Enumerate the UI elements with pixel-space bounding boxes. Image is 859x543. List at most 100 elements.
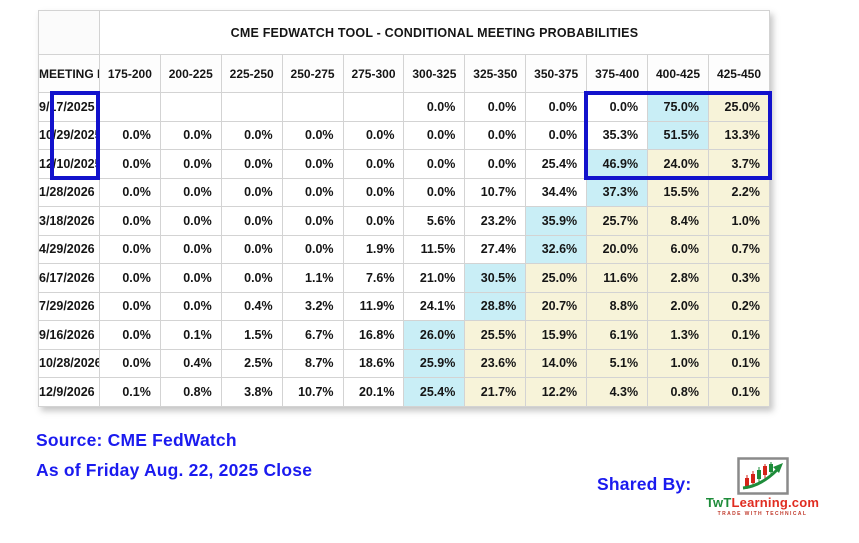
- probability-cell: 30.5%: [464, 263, 527, 293]
- probability-cell: 5.6%: [403, 206, 466, 236]
- probability-cell: 14.0%: [525, 348, 588, 378]
- probability-cell: 11.5%: [403, 234, 466, 264]
- meeting-date-cell: 10/28/2026: [38, 348, 100, 378]
- probability-cell: 0.8%: [159, 377, 222, 407]
- rate-column-header: 275-300: [342, 54, 405, 93]
- meeting-date-cell: 7/29/2026: [38, 291, 100, 321]
- probability-cell: 0.4%: [220, 291, 283, 321]
- probability-cell: 0.0%: [159, 234, 222, 264]
- probability-cell: 0.0%: [464, 149, 527, 179]
- probability-cell: 0.1%: [707, 377, 771, 407]
- table-row: 6/17/2026 0.0% 0.0% 0.0% 1.1% 7.6% 21.0% 30.5% 2…: [38, 263, 771, 293]
- table-row: 12/9/2026 0.1% 0.8% 3.8% 10.7% 20.1% 25.4% 21.7…: [38, 377, 771, 407]
- probability-cell: 0.0%: [159, 263, 222, 293]
- probability-cell: 34.4%: [525, 177, 588, 207]
- probability-cell: 0.0%: [98, 120, 161, 150]
- probability-cell: 27.4%: [464, 234, 527, 264]
- probabilities-table: CME FEDWATCH TOOL - CONDITIONAL MEETING …: [38, 10, 772, 407]
- probability-cell: 0.0%: [98, 149, 161, 179]
- probability-cell: 4.3%: [586, 377, 649, 407]
- shared-by-label: Shared By:: [597, 474, 692, 494]
- probability-cell: 46.9%: [586, 149, 649, 179]
- rate-column-header: 350-375: [525, 54, 588, 93]
- probability-cell: 25.0%: [707, 92, 771, 122]
- table-row: 1/28/2026 0.0% 0.0% 0.0% 0.0% 0.0% 0.0% 10.7% 34…: [38, 177, 771, 207]
- probability-cell: 24.0%: [647, 149, 709, 179]
- probability-cell: 25.5%: [464, 320, 527, 350]
- rate-column-header: 325-350: [464, 54, 527, 93]
- probability-cell: 3.8%: [220, 377, 283, 407]
- probability-cell: 0.0%: [525, 120, 588, 150]
- probability-cell: 0.0%: [159, 291, 222, 321]
- probability-cell: 0.7%: [707, 234, 771, 264]
- as-of-label: As of Friday Aug. 22, 2025 Close: [36, 460, 313, 480]
- meeting-date-cell: 1/28/2026: [38, 177, 100, 207]
- table-row: 12/10/2025 0.0% 0.0% 0.0% 0.0% 0.0% 0.0% 0.0% 25…: [38, 149, 771, 179]
- table-head: CME FEDWATCH TOOL - CONDITIONAL MEETING …: [38, 10, 771, 93]
- probability-cell: 25.4%: [403, 377, 466, 407]
- probability-cell: 28.8%: [464, 291, 527, 321]
- logo-brand-green: TwT: [705, 495, 732, 510]
- probability-cell: 2.0%: [647, 291, 709, 321]
- probability-cell: 0.4%: [159, 348, 222, 378]
- meeting-date-cell: 12/9/2026: [38, 377, 100, 407]
- probability-cell: 1.3%: [647, 320, 709, 350]
- probability-cell: 5.1%: [586, 348, 649, 378]
- probability-cell: 0.1%: [159, 320, 222, 350]
- probability-cell: 0.0%: [159, 206, 222, 236]
- probability-cell: 7.6%: [342, 263, 405, 293]
- probability-cell: 0.0%: [98, 348, 161, 378]
- rate-column-header: 375-400: [586, 54, 649, 93]
- probability-cell: 0.0%: [281, 120, 344, 150]
- rate-column-header: 225-250: [220, 54, 283, 93]
- meeting-date-cell: 3/18/2026: [38, 206, 100, 236]
- table-row: 10/28/2026 0.0% 0.4% 2.5% 8.7% 18.6% 25.9% 23.6…: [38, 348, 771, 378]
- probability-cell: 24.1%: [403, 291, 466, 321]
- probability-cell: [281, 92, 344, 122]
- table-title: CME FEDWATCH TOOL - CONDITIONAL MEETING …: [98, 10, 771, 55]
- meeting-date-cell: 4/29/2026: [38, 234, 100, 264]
- probability-cell: 0.0%: [525, 92, 588, 122]
- probability-cell: 11.9%: [342, 291, 405, 321]
- probability-cell: 0.0%: [220, 120, 283, 150]
- table-row: 3/18/2026 0.0% 0.0% 0.0% 0.0% 0.0% 5.6% 23.2% 35…: [38, 206, 771, 236]
- probability-cell: 13.3%: [707, 120, 771, 150]
- probability-cell: 0.0%: [464, 92, 527, 122]
- rate-column-header: 300-325: [403, 54, 466, 93]
- probability-cell: 20.7%: [525, 291, 588, 321]
- probability-cell: 1.0%: [647, 348, 709, 378]
- probability-cell: 25.9%: [403, 348, 466, 378]
- probability-cell: 0.0%: [159, 120, 222, 150]
- probability-cell: 20.0%: [586, 234, 649, 264]
- table-row: 10/29/2025 0.0% 0.0% 0.0% 0.0% 0.0% 0.0% 0.0% 0.…: [38, 120, 771, 150]
- conditional-probabilities-table: CME FEDWATCH TOOL - CONDITIONAL MEETING …: [38, 10, 771, 407]
- candlestick-arrow-icon: [736, 457, 789, 495]
- probability-cell: 0.0%: [98, 234, 161, 264]
- probability-cell: 0.1%: [707, 348, 771, 378]
- probability-cell: 2.8%: [647, 263, 709, 293]
- probability-cell: [159, 92, 222, 122]
- meeting-date-cell: 12/10/2025: [38, 149, 100, 179]
- probability-cell: 75.0%: [647, 92, 709, 122]
- probability-cell: 0.0%: [342, 149, 405, 179]
- logo-brand-text: TwTLearning.com: [705, 495, 820, 510]
- rate-column-header: 425-450: [707, 54, 771, 93]
- probability-cell: 0.0%: [403, 149, 466, 179]
- probability-cell: 0.0%: [98, 291, 161, 321]
- probability-cell: 1.0%: [707, 206, 771, 236]
- probability-cell: 0.0%: [342, 177, 405, 207]
- probability-cell: 10.7%: [281, 377, 344, 407]
- probability-cell: 0.0%: [98, 320, 161, 350]
- probability-cell: 0.0%: [220, 234, 283, 264]
- probability-cell: 15.9%: [525, 320, 588, 350]
- probability-cell: 0.0%: [220, 149, 283, 179]
- probability-cell: 0.0%: [98, 177, 161, 207]
- probability-cell: 0.1%: [707, 320, 771, 350]
- probability-cell: [98, 92, 161, 122]
- probability-cell: 21.0%: [403, 263, 466, 293]
- probability-cell: 6.0%: [647, 234, 709, 264]
- corner-cell: [38, 10, 100, 55]
- probability-cell: 2.5%: [220, 348, 283, 378]
- probability-cell: 25.0%: [525, 263, 588, 293]
